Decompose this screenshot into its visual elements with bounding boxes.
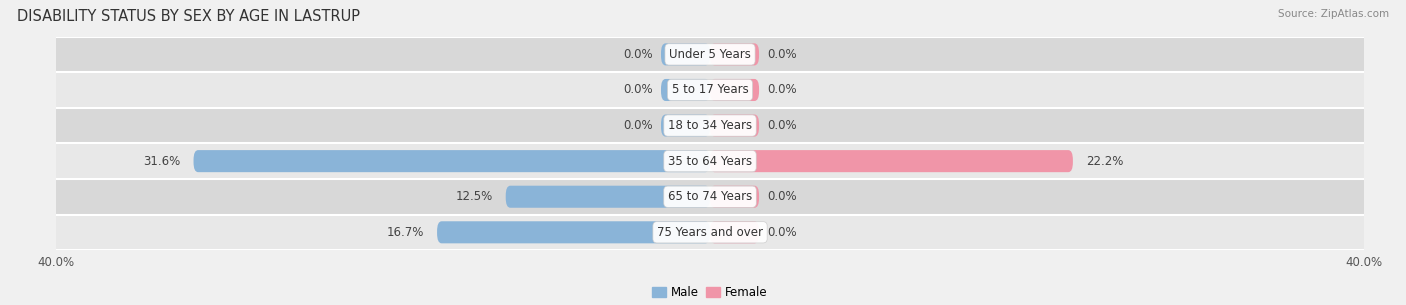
FancyBboxPatch shape: [437, 221, 710, 243]
Text: 16.7%: 16.7%: [387, 226, 425, 239]
Text: 22.2%: 22.2%: [1085, 155, 1123, 168]
Text: 0.0%: 0.0%: [768, 48, 797, 61]
FancyBboxPatch shape: [710, 186, 759, 208]
Text: 0.0%: 0.0%: [768, 84, 797, 96]
FancyBboxPatch shape: [710, 150, 1073, 172]
FancyBboxPatch shape: [710, 115, 759, 137]
Bar: [56, 37, 1364, 72]
Text: 18 to 34 Years: 18 to 34 Years: [668, 119, 752, 132]
FancyBboxPatch shape: [661, 115, 710, 137]
Text: DISABILITY STATUS BY SEX BY AGE IN LASTRUP: DISABILITY STATUS BY SEX BY AGE IN LASTR…: [17, 9, 360, 24]
Text: 5 to 17 Years: 5 to 17 Years: [672, 84, 748, 96]
FancyBboxPatch shape: [506, 186, 710, 208]
Text: 0.0%: 0.0%: [768, 190, 797, 203]
Text: 75 Years and over: 75 Years and over: [657, 226, 763, 239]
FancyBboxPatch shape: [661, 43, 710, 66]
Text: 0.0%: 0.0%: [623, 84, 652, 96]
Bar: [56, 72, 1364, 108]
Bar: [56, 143, 1364, 179]
Text: 35 to 64 Years: 35 to 64 Years: [668, 155, 752, 168]
Text: 0.0%: 0.0%: [768, 226, 797, 239]
FancyBboxPatch shape: [194, 150, 710, 172]
Text: Source: ZipAtlas.com: Source: ZipAtlas.com: [1278, 9, 1389, 19]
Text: Under 5 Years: Under 5 Years: [669, 48, 751, 61]
FancyBboxPatch shape: [710, 79, 759, 101]
Bar: [56, 179, 1364, 214]
FancyBboxPatch shape: [710, 43, 759, 66]
Text: 12.5%: 12.5%: [456, 190, 492, 203]
Legend: Male, Female: Male, Female: [648, 282, 772, 304]
Text: 0.0%: 0.0%: [768, 119, 797, 132]
Text: 0.0%: 0.0%: [623, 48, 652, 61]
Bar: [56, 214, 1364, 250]
Text: 65 to 74 Years: 65 to 74 Years: [668, 190, 752, 203]
Text: 0.0%: 0.0%: [623, 119, 652, 132]
FancyBboxPatch shape: [710, 221, 759, 243]
Bar: [56, 108, 1364, 143]
FancyBboxPatch shape: [661, 79, 710, 101]
Text: 31.6%: 31.6%: [143, 155, 180, 168]
